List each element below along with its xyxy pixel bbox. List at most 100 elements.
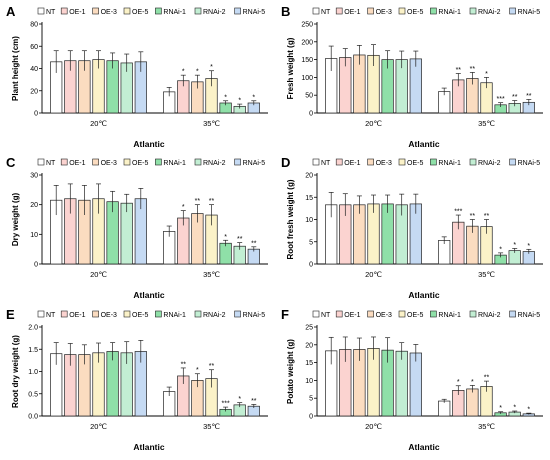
legend-swatch [234, 7, 241, 15]
significance-mark: * [182, 204, 185, 211]
significance-mark: *** [497, 96, 505, 103]
legend-label: OE-5 [132, 9, 148, 16]
legend-label: RNAi-2 [203, 312, 226, 319]
panel-f: F NT OE-1 OE-3 OE-5 RNAi-1 RNAi-2 RNAi-5 0 5 10 15 2… [281, 307, 543, 452]
panel-letter: A [6, 4, 16, 19]
significance-mark: ** [251, 398, 257, 405]
legend-swatch [367, 310, 374, 318]
legend-swatch [37, 158, 45, 166]
legend-swatch [469, 7, 477, 15]
significance-mark: * [252, 94, 255, 101]
significance-mark: * [238, 98, 241, 105]
y-tick-label: 10 [305, 378, 313, 385]
significance-mark: ** [195, 198, 201, 205]
panel-letter: C [6, 155, 16, 170]
bar [409, 352, 422, 417]
y-tick-label: 250 [301, 22, 313, 29]
y-tick-label: 25 [305, 325, 313, 332]
legend-label: RNAi-1 [163, 9, 186, 16]
legend-label: OE-1 [344, 312, 360, 319]
legend-swatch [194, 158, 202, 166]
legend-label: RNAi-5 [518, 312, 541, 319]
x-axis-label: Atlantic [408, 442, 439, 452]
legend-swatch [123, 7, 131, 15]
legend-swatch [312, 7, 320, 15]
significance-mark: *** [222, 401, 230, 408]
legend-label: OE-5 [132, 312, 148, 319]
legend-swatch [367, 158, 374, 166]
significance-mark: * [196, 69, 199, 76]
significance-mark: ** [484, 375, 490, 382]
significance-mark: * [527, 407, 530, 414]
x-tick-label: 20℃ [90, 422, 107, 431]
bar [106, 351, 119, 417]
y-tick-label: 1.5 [28, 347, 38, 354]
legend: NT OE-1 OE-3 OE-5 RNAi-1 RNAi-2 RNAi-5 [312, 7, 540, 16]
significance-mark: ** [456, 67, 462, 74]
y-tick-label: 0 [309, 111, 313, 118]
legend-label: OE-5 [407, 9, 423, 16]
significance-mark: * [224, 234, 227, 241]
significance-mark: * [196, 367, 199, 374]
legend-swatch [398, 7, 406, 15]
y-tick-label: 0.0 [28, 414, 38, 421]
panel-c: C NT OE-1 OE-3 OE-5 RNAi-1 RNAi-2 RNAi-5 0 10 20 30… [6, 155, 268, 300]
legend-label: OE-1 [344, 9, 360, 16]
significance-mark: ** [470, 66, 476, 73]
y-tick-label: 200 [301, 39, 313, 46]
legend-swatch [194, 7, 202, 15]
y-tick-label: 20 [305, 342, 313, 349]
legend-swatch [37, 7, 45, 15]
legend-label: NT [321, 9, 331, 16]
x-tick-label: 20℃ [90, 270, 107, 279]
legend-label: RNAi-2 [478, 9, 501, 16]
legend-swatch [312, 158, 320, 166]
bar [409, 58, 422, 114]
y-axis-label: Fresh weight (g) [286, 37, 295, 99]
y-tick-label: 10 [305, 217, 313, 224]
legend-swatch [469, 158, 477, 166]
panel-d: D NT OE-1 OE-3 OE-5 RNAi-1 RNAi-2 RNAi-5 0 5 10 15 2… [281, 155, 543, 300]
legend: NT OE-1 OE-3 OE-5 RNAi-1 RNAi-2 RNAi-5 [37, 310, 265, 319]
x-axis-label: Atlantic [408, 290, 439, 300]
significance-mark: *** [454, 209, 462, 216]
legend-label: NT [46, 160, 56, 167]
significance-mark: * [499, 405, 502, 412]
x-axis-label: Atlantic [133, 290, 164, 300]
bar [367, 203, 380, 265]
y-tick-label: 10 [30, 232, 38, 239]
legend-swatch [155, 310, 162, 318]
legend-swatch [509, 310, 516, 318]
legend-label: OE-3 [101, 160, 117, 167]
legend-swatch [509, 7, 516, 15]
bar [120, 202, 133, 265]
legend-label: OE-1 [69, 160, 85, 167]
legend-swatch [335, 7, 343, 15]
legend-label: RNAi-5 [243, 9, 266, 16]
legend-swatch [509, 158, 516, 166]
x-tick-label: 35℃ [203, 270, 220, 279]
y-tick-label: 5 [309, 239, 313, 246]
legend-swatch [123, 158, 131, 166]
y-tick-label: 50 [305, 93, 313, 100]
legend-label: OE-5 [407, 312, 423, 319]
legend-swatch [60, 310, 68, 318]
significance-mark: * [471, 379, 474, 386]
y-tick-label: 0.5 [28, 391, 38, 398]
bar [395, 350, 408, 417]
significance-mark: * [527, 243, 530, 250]
significance-mark: ** [512, 94, 518, 101]
legend-swatch [335, 310, 343, 318]
x-axis-label: Atlantic [133, 139, 164, 149]
significance-mark: * [224, 94, 227, 101]
y-tick-label: 15 [305, 360, 313, 367]
significance-mark: ** [470, 213, 476, 220]
y-axis-label: Plant height (cm) [11, 36, 20, 101]
x-tick-label: 35℃ [478, 119, 495, 128]
bar [381, 203, 394, 265]
x-tick-label: 20℃ [365, 422, 382, 431]
legend-swatch [335, 158, 343, 166]
significance-mark: ** [251, 240, 257, 247]
legend-label: RNAi-2 [478, 312, 501, 319]
y-axis-label: Root dry weight (g) [11, 335, 20, 408]
